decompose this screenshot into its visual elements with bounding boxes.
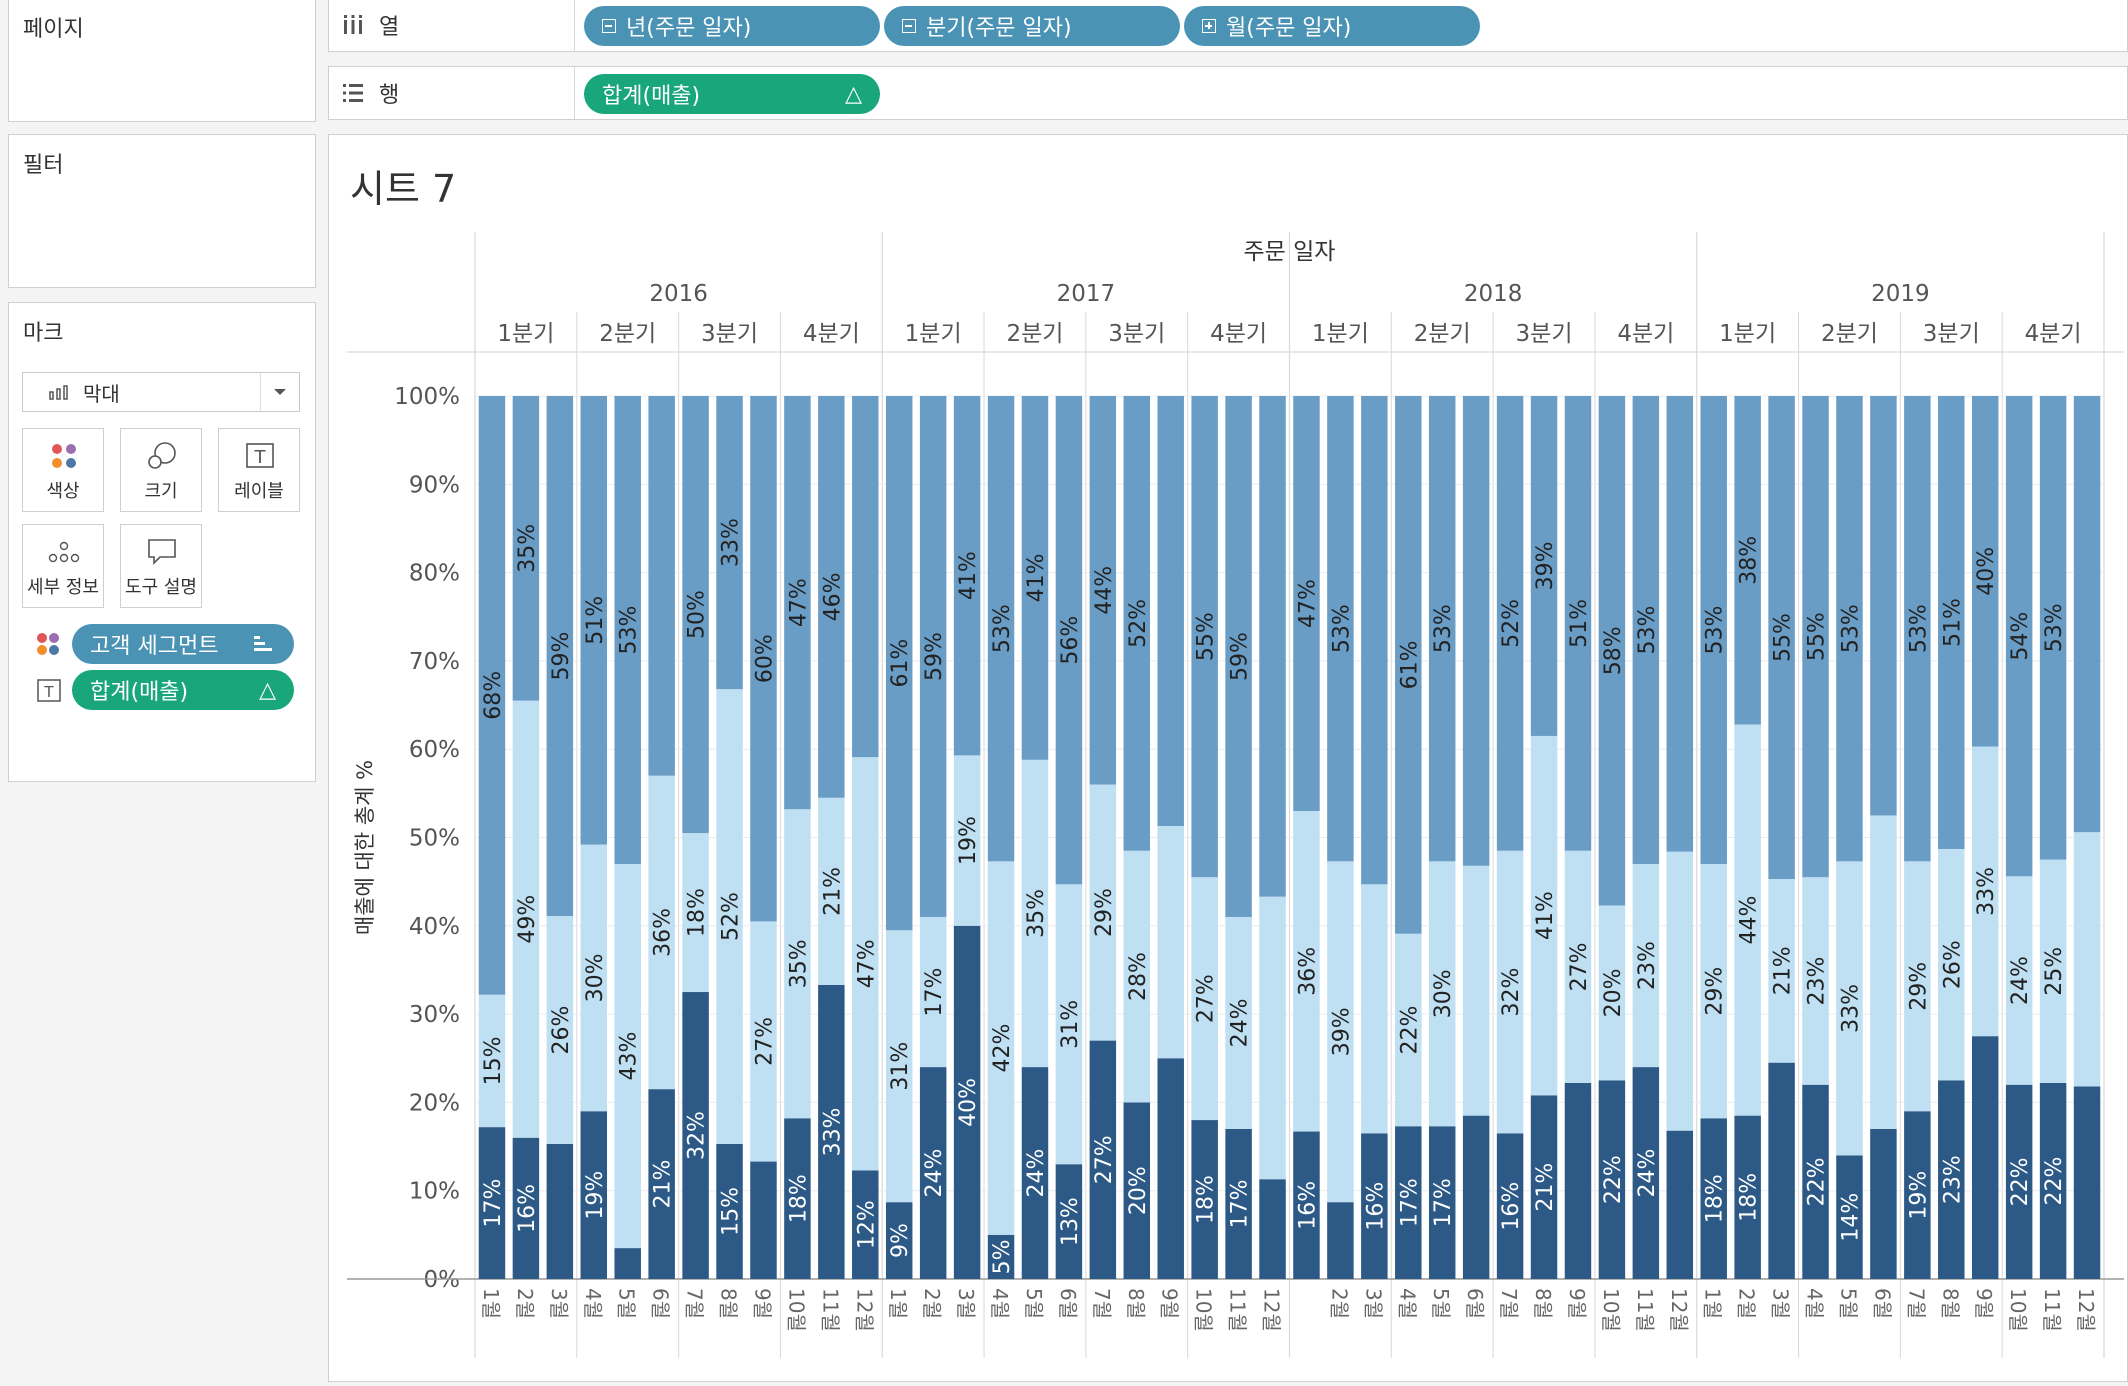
collapse-icon	[902, 19, 916, 33]
tooltip-button[interactable]: 도구 설명	[120, 524, 202, 608]
columns-icon	[344, 15, 362, 34]
rows-icon	[343, 84, 363, 102]
filters-title: 필터	[23, 153, 64, 178]
quarter-pill[interactable]: 분기(주문 일자)	[884, 6, 1180, 46]
color-dots-icon	[52, 444, 76, 468]
label-icon: T	[37, 679, 61, 702]
size-icon	[148, 442, 176, 469]
month-pill-label: 월(주문 일자)	[1226, 16, 1352, 41]
year-pill-label: 년(주문 일자)	[626, 16, 752, 41]
color-button[interactable]: 색상	[22, 428, 104, 512]
collapse-icon	[602, 19, 616, 33]
detail-button-label: 세부 정보	[27, 577, 99, 598]
svg-text:T: T	[254, 447, 267, 468]
bar-chart-icon	[49, 385, 68, 400]
delta-icon: △	[259, 677, 276, 703]
mark-type-label: 막대	[83, 381, 120, 406]
quarter-pill-label: 분기(주문 일자)	[926, 16, 1072, 41]
sheet-panel	[328, 134, 2128, 1382]
label-icon: T	[246, 443, 274, 468]
expand-icon	[1202, 19, 1216, 33]
rows-label: 행	[379, 83, 400, 108]
marks-title: 마크	[23, 321, 64, 346]
sales-label-pill[interactable]: 합계(매출) △	[72, 670, 294, 710]
label-button-label: 레이블	[234, 481, 284, 502]
detail-icon	[48, 541, 80, 563]
sales-row-pill[interactable]: 합계(매출) △	[584, 74, 880, 114]
label-button[interactable]: T 레이블	[218, 428, 300, 512]
size-button[interactable]: 크기	[120, 428, 202, 512]
year-pill[interactable]: 년(주문 일자)	[584, 6, 880, 46]
pages-panel[interactable]: 페이지	[8, 0, 316, 122]
svg-text:T: T	[43, 683, 54, 701]
columns-label: 열	[379, 15, 400, 40]
color-dots-icon	[37, 633, 59, 655]
sort-icon	[254, 636, 272, 651]
tooltip-button-label: 도구 설명	[125, 577, 197, 598]
segment-pill-label: 고객 세그먼트	[90, 634, 219, 659]
color-button-label: 색상	[46, 481, 80, 502]
sales-row-pill-label: 합계(매출)	[602, 84, 701, 109]
filters-panel[interactable]: 필터	[8, 134, 316, 288]
mark-type-dropdown[interactable]: 막대	[22, 372, 300, 412]
size-button-label: 크기	[144, 481, 178, 502]
delta-icon: △	[845, 81, 862, 107]
pages-title: 페이지	[23, 17, 84, 42]
segment-pill[interactable]: 고객 세그먼트	[72, 624, 294, 664]
sheet-title: 시트 7	[350, 167, 457, 211]
detail-button[interactable]: 세부 정보	[22, 524, 104, 608]
chevron-down-icon	[274, 389, 286, 395]
sales-label-pill-text: 합계(매출)	[90, 680, 189, 705]
tooltip-icon	[148, 539, 176, 565]
month-pill[interactable]: 월(주문 일자)	[1184, 6, 1480, 46]
